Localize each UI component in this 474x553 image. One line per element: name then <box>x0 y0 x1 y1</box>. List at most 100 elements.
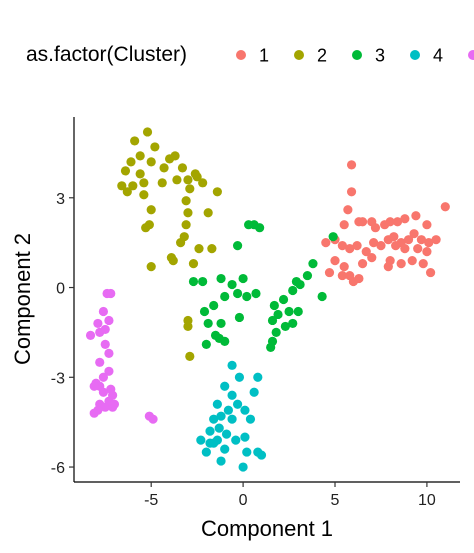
point-cluster-2 <box>170 151 180 161</box>
point-cluster-4 <box>231 435 241 445</box>
point-cluster-5 <box>106 288 116 299</box>
legend-key-5 <box>468 50 474 60</box>
point-cluster-3 <box>198 276 208 287</box>
point-cluster-2 <box>181 196 191 206</box>
point-cluster-2 <box>168 256 178 266</box>
point-cluster-2 <box>117 181 127 191</box>
point-cluster-5 <box>100 402 110 412</box>
point-cluster-4 <box>205 438 215 448</box>
point-cluster-1 <box>396 258 406 269</box>
legend-label-2: 2 <box>317 46 327 66</box>
legend-label-4: 4 <box>433 46 443 66</box>
point-cluster-3 <box>199 306 210 317</box>
point-cluster-5 <box>89 381 99 391</box>
point-cluster-2 <box>194 244 204 254</box>
point-cluster-1 <box>343 205 353 215</box>
point-cluster-1 <box>413 244 423 254</box>
point-cluster-3 <box>209 300 219 311</box>
point-cluster-3 <box>216 273 226 284</box>
point-cluster-3 <box>201 339 211 349</box>
point-cluster-1 <box>346 187 357 197</box>
point-cluster-4 <box>242 447 252 457</box>
point-cluster-1 <box>407 256 417 266</box>
point-cluster-3 <box>251 288 261 299</box>
scatter-points <box>85 127 450 472</box>
point-cluster-2 <box>172 175 182 185</box>
point-cluster-1 <box>345 244 355 254</box>
point-cluster-1 <box>424 238 434 248</box>
point-cluster-1 <box>348 276 358 287</box>
point-cluster-2 <box>198 178 208 188</box>
legend-label-3: 3 <box>375 46 385 66</box>
x-tick-label: 5 <box>331 492 340 509</box>
point-cluster-3 <box>328 232 338 242</box>
point-cluster-2 <box>212 187 222 197</box>
x-axis-title: Component 1 <box>201 516 333 541</box>
point-cluster-5 <box>100 324 110 335</box>
point-cluster-2 <box>188 258 199 269</box>
point-cluster-1 <box>418 258 428 269</box>
point-cluster-1 <box>385 217 395 227</box>
point-cluster-2 <box>157 178 167 188</box>
point-cluster-2 <box>130 136 140 146</box>
point-cluster-1 <box>403 235 414 245</box>
point-cluster-3 <box>255 223 265 233</box>
point-cluster-3 <box>232 241 243 251</box>
point-cluster-3 <box>216 318 226 329</box>
point-cluster-2 <box>135 151 145 161</box>
point-cluster-1 <box>431 235 441 245</box>
point-cluster-2 <box>139 178 149 188</box>
point-cluster-3 <box>188 276 199 287</box>
point-cluster-3 <box>238 273 248 284</box>
point-cluster-2 <box>122 187 132 197</box>
point-cluster-2 <box>146 261 156 272</box>
point-cluster-2 <box>181 220 191 230</box>
x-tick-label: -5 <box>144 492 158 509</box>
point-cluster-3 <box>220 336 230 346</box>
point-cluster-3 <box>288 318 298 329</box>
point-cluster-2 <box>183 321 193 332</box>
x-axis-ticks: -5 0 5 10 <box>144 482 436 509</box>
point-cluster-1 <box>425 267 436 278</box>
point-cluster-1 <box>383 261 393 272</box>
y-tick-label: 3 <box>56 191 65 208</box>
point-cluster-5 <box>100 339 110 349</box>
point-cluster-3 <box>220 291 230 302</box>
point-cluster-4 <box>209 414 219 424</box>
point-cluster-4 <box>249 387 259 397</box>
point-cluster-4 <box>256 450 267 460</box>
point-cluster-2 <box>207 244 217 254</box>
point-cluster-2 <box>203 208 213 218</box>
point-cluster-1 <box>357 217 368 227</box>
point-cluster-1 <box>339 261 349 272</box>
point-cluster-4 <box>201 447 211 457</box>
point-cluster-5 <box>89 408 99 418</box>
point-cluster-4 <box>196 435 206 445</box>
point-cluster-2 <box>159 163 169 173</box>
point-cluster-2 <box>185 351 195 361</box>
point-cluster-2 <box>139 190 149 200</box>
point-cluster-3 <box>242 291 252 302</box>
point-cluster-2 <box>183 208 193 218</box>
point-cluster-1 <box>400 214 410 224</box>
legend-key-1 <box>236 50 246 60</box>
point-cluster-2 <box>142 127 153 137</box>
y-tick-label: -6 <box>51 460 65 477</box>
point-cluster-2 <box>150 142 160 152</box>
point-cluster-4 <box>214 423 224 433</box>
point-cluster-4 <box>227 390 237 400</box>
point-cluster-3 <box>273 309 283 320</box>
y-tick-label: -3 <box>51 370 65 387</box>
point-cluster-3 <box>267 315 278 326</box>
point-cluster-3 <box>291 276 302 287</box>
point-cluster-5 <box>95 357 105 367</box>
point-cluster-1 <box>440 202 450 212</box>
legend-title: as.factor(Cluster) <box>26 43 187 66</box>
point-cluster-1 <box>337 241 347 251</box>
point-cluster-4 <box>238 462 248 472</box>
point-cluster-1 <box>409 229 419 239</box>
point-cluster-4 <box>245 414 256 424</box>
point-cluster-2 <box>183 175 193 185</box>
point-cluster-4 <box>227 414 237 424</box>
point-cluster-1 <box>330 256 340 266</box>
